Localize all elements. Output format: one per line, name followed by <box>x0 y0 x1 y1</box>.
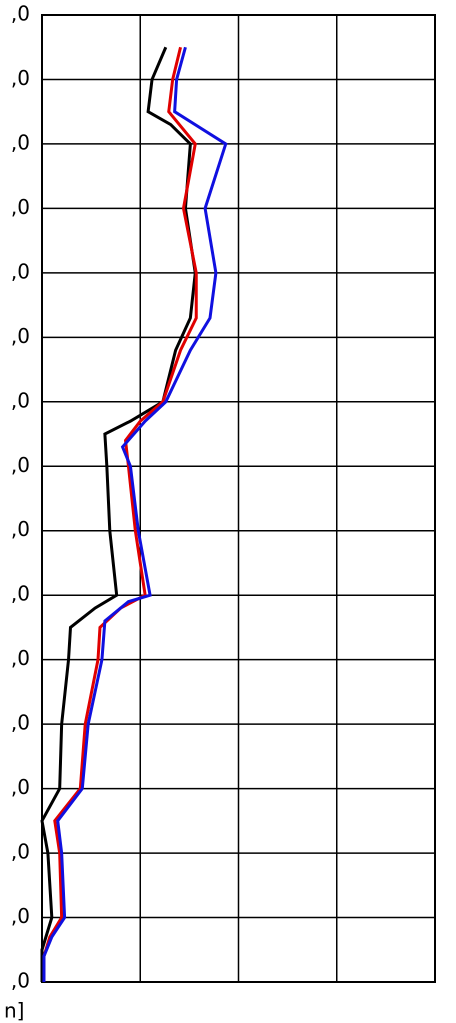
y-tick-label: ,0 <box>11 711 30 735</box>
y-tick-label: ,0 <box>11 775 30 799</box>
plot-frame <box>41 14 436 983</box>
y-tick-label: ,0 <box>11 259 30 283</box>
profile-line <box>42 46 228 982</box>
profile-line <box>42 46 198 982</box>
y-tick-label: ,0 <box>11 388 30 412</box>
y-tick-label: ,0 <box>11 646 30 670</box>
profile-line <box>40 46 197 982</box>
y-tick-label: ,0 <box>11 969 30 993</box>
y-tick-label: ,0 <box>11 840 30 864</box>
y-tick-label: ,0 <box>11 2 30 26</box>
y-tick-label: ,0 <box>11 517 30 541</box>
y-tick-label: ,0 <box>11 453 30 477</box>
axis-unit: n] <box>4 999 24 1023</box>
y-tick-label: ,0 <box>11 582 30 606</box>
y-tick-label: ,0 <box>11 324 30 348</box>
y-tick-label: ,0 <box>11 130 30 154</box>
y-tick-label: ,0 <box>11 904 30 928</box>
y-tick-label: ,0 <box>11 195 30 219</box>
y-tick-label: ,0 <box>11 66 30 90</box>
